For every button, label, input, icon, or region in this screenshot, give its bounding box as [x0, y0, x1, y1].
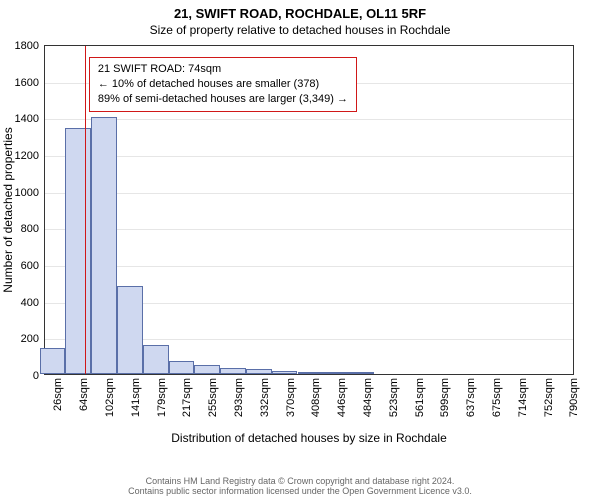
x-tick-label: 752sqm	[543, 378, 555, 417]
y-tick-label: 1800	[15, 40, 39, 52]
gridline	[45, 156, 573, 157]
x-tick-label: 675sqm	[491, 378, 503, 417]
x-tick-label: 790sqm	[568, 378, 580, 417]
x-tick-label: 217sqm	[181, 378, 193, 417]
x-tick-label: 26sqm	[52, 378, 64, 411]
y-tick-label: 600	[21, 260, 39, 272]
footer-line: Contains HM Land Registry data © Crown c…	[0, 476, 600, 486]
gridline	[45, 193, 573, 194]
x-tick-label: 561sqm	[414, 378, 426, 417]
plot-area: 02004006008001000120014001600180021 SWIF…	[44, 45, 574, 375]
x-tick-label: 332sqm	[259, 378, 271, 417]
x-tick-label: 523sqm	[388, 378, 400, 417]
y-tick-label: 800	[21, 223, 39, 235]
x-tick-label: 637sqm	[465, 378, 477, 417]
histogram-bar	[349, 372, 375, 374]
histogram-bar	[298, 372, 324, 374]
histogram-bar	[323, 372, 349, 374]
histogram-bar	[246, 369, 272, 374]
x-tick-label: 714sqm	[517, 378, 529, 417]
histogram-bar	[272, 371, 298, 374]
y-tick-label: 1600	[15, 77, 39, 89]
legend-box: 21 SWIFT ROAD: 74sqm← 10% of detached ho…	[89, 57, 357, 112]
gridline	[45, 266, 573, 267]
y-tick-label: 1000	[15, 187, 39, 199]
histogram-bar	[220, 368, 246, 374]
histogram-bar	[169, 361, 195, 374]
histogram-bar	[40, 348, 66, 374]
histogram-bar	[194, 365, 220, 374]
y-tick-label: 1400	[15, 113, 39, 125]
legend-line: 21 SWIFT ROAD: 74sqm	[98, 62, 348, 77]
x-tick-label: 102sqm	[104, 378, 116, 417]
x-tick-label: 599sqm	[439, 378, 451, 417]
histogram-bar	[65, 128, 91, 374]
gridline	[45, 229, 573, 230]
y-axis-label: Number of detached properties	[1, 127, 15, 292]
histogram-bar	[117, 286, 143, 374]
footer-line: Contains public sector information licen…	[0, 486, 600, 496]
x-tick-label: 484sqm	[362, 378, 374, 417]
legend-line: ← 10% of detached houses are smaller (37…	[98, 77, 348, 92]
y-tick-label: 400	[21, 297, 39, 309]
footer-attribution: Contains HM Land Registry data © Crown c…	[0, 476, 600, 496]
y-tick-label: 1200	[15, 150, 39, 162]
gridline	[45, 119, 573, 120]
histogram-bar	[143, 345, 169, 374]
x-tick-label: 64sqm	[78, 378, 90, 411]
y-tick-label: 200	[21, 333, 39, 345]
x-tick-label: 370sqm	[285, 378, 297, 417]
histogram-bar	[91, 117, 117, 374]
subject-marker-line	[85, 46, 86, 374]
page-subtitle: Size of property relative to detached ho…	[0, 23, 600, 37]
x-tick-label: 408sqm	[310, 378, 322, 417]
page-title: 21, SWIFT ROAD, ROCHDALE, OL11 5RF	[0, 6, 600, 21]
chart-area: Number of detached properties 0200400600…	[44, 45, 574, 375]
x-tick-label: 141sqm	[130, 378, 142, 417]
x-tick-label: 255sqm	[207, 378, 219, 417]
x-axis-label: Distribution of detached houses by size …	[44, 431, 574, 445]
legend-line: 89% of semi-detached houses are larger (…	[98, 92, 348, 107]
x-tick-label: 446sqm	[336, 378, 348, 417]
x-tick-label: 179sqm	[156, 378, 168, 417]
y-tick-label: 0	[33, 370, 39, 382]
x-tick-label: 293sqm	[233, 378, 245, 417]
